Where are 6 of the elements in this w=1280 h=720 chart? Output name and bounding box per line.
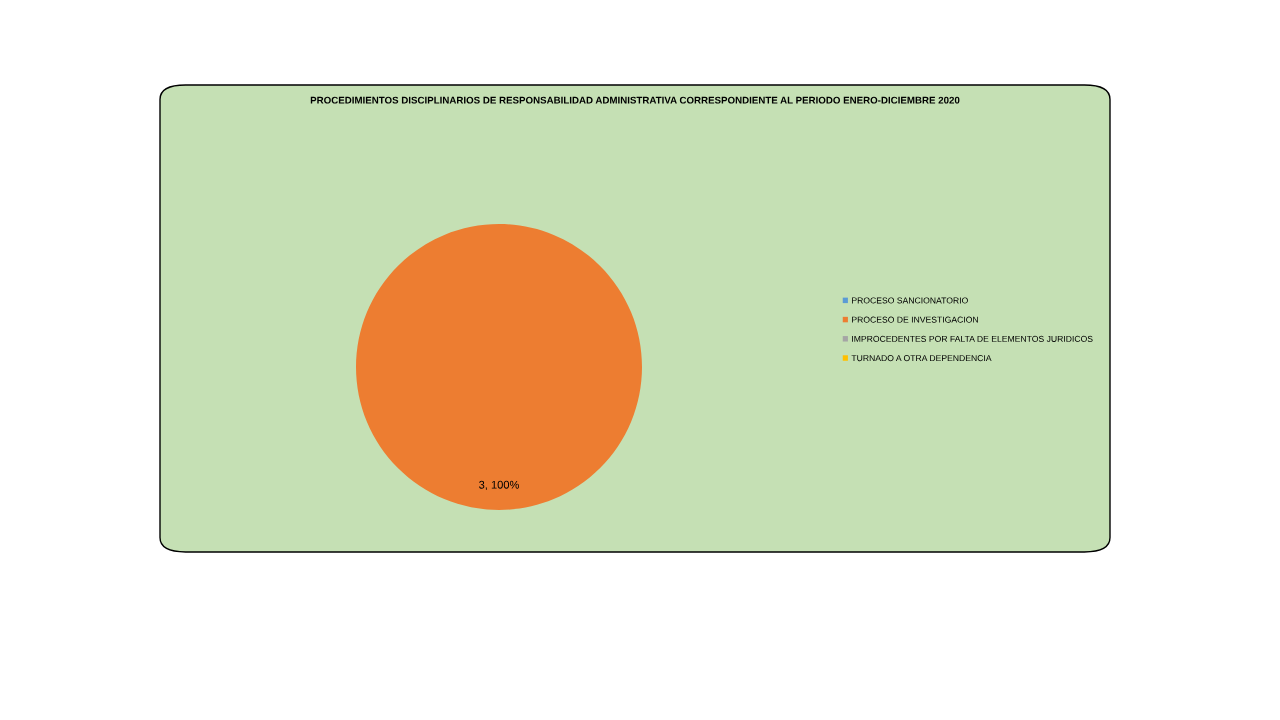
chart-title: PROCEDIMIENTOS DISCIPLINARIOS DE RESPONSABILIDAD ADMINISTRATIVA CORRESPONDIENTE AL PERIODO ENERO-DICIEMBRE 2020 [310,96,960,104]
legend-label: IMPROCEDENTES POR FALTA DE ELEMENTOS JURIDICOS [852,335,1093,342]
legend-label: PROCESO SANCIONATORIO [852,297,968,304]
legend-label: PROCESO DE INVESTIGACION [852,316,978,323]
legend-label: TURNADO A OTRA DEPENDENCIA [851,355,992,362]
data-label: 3, 100% [479,480,519,490]
